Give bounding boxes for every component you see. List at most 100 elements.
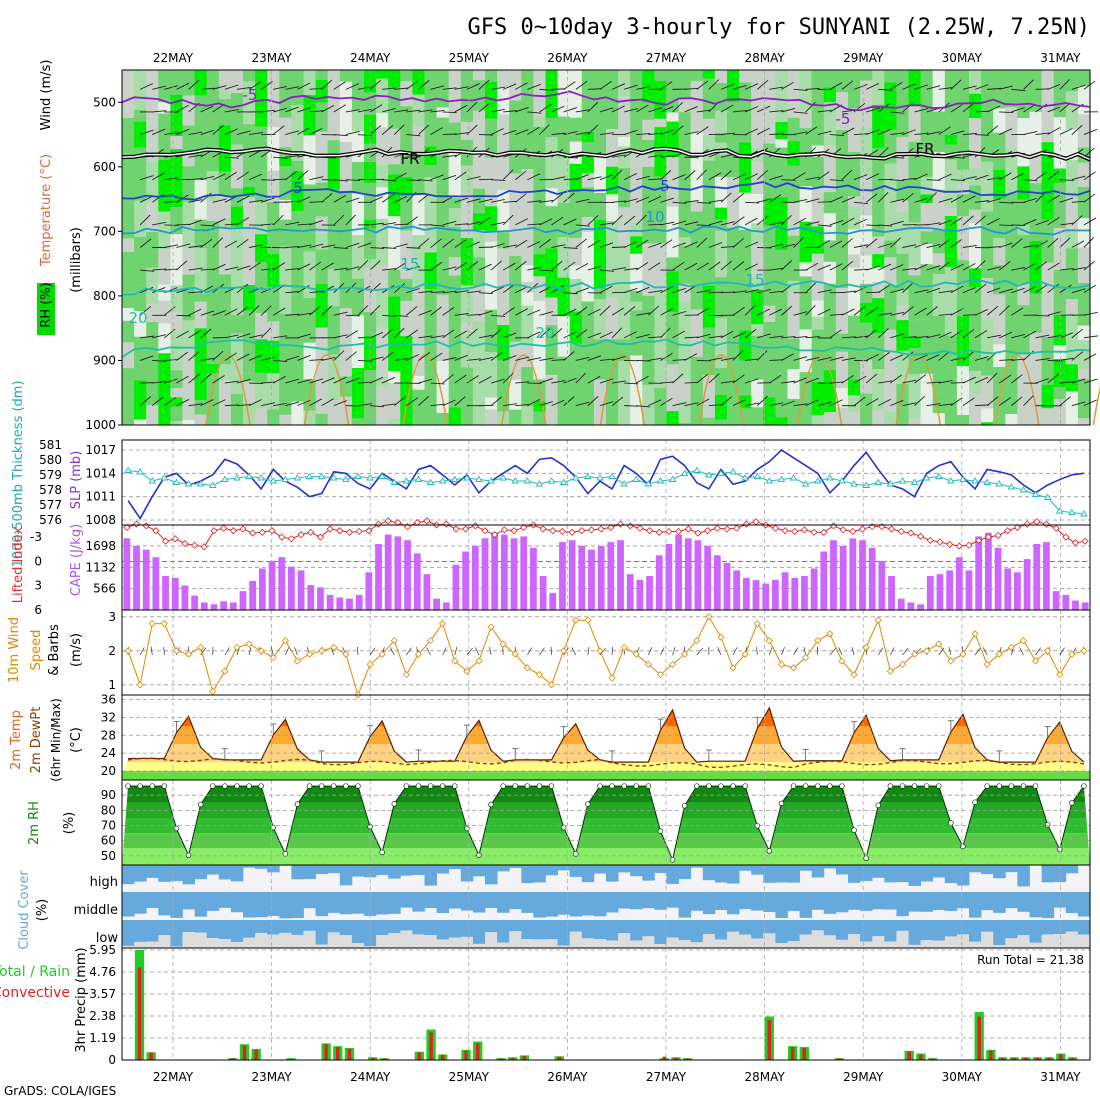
wind-barb	[974, 215, 986, 226]
rh-cell	[981, 319, 994, 358]
rh-cell	[1077, 198, 1091, 219]
cloud-cell	[412, 865, 425, 875]
wind-barb	[200, 310, 215, 316]
wind-barb	[696, 262, 709, 271]
wind-barb	[478, 263, 492, 271]
wind-barb	[926, 192, 937, 203]
rh-cell	[460, 331, 474, 368]
wind-barb	[950, 329, 963, 339]
wind-barb-10m	[781, 647, 785, 656]
wind-speed-point	[814, 637, 822, 645]
cape-bar	[626, 574, 634, 610]
wind-barb	[345, 197, 360, 203]
wind-barb	[587, 176, 602, 181]
rh-cell	[364, 131, 377, 144]
wind-barb	[732, 306, 745, 316]
wind-barb	[817, 224, 832, 227]
rh-cell	[122, 129, 135, 178]
cloud-cell	[267, 920, 280, 935]
li-point	[1013, 523, 1021, 531]
rh-cell	[545, 297, 559, 326]
cloud-cell-low	[702, 934, 716, 948]
rh-point	[452, 783, 458, 789]
cloud-cell-low	[751, 938, 764, 948]
rh-cell	[279, 199, 292, 220]
wind-barb	[660, 106, 674, 113]
rh-cell	[170, 70, 183, 79]
wind-barb	[866, 107, 880, 113]
rh-cell	[884, 226, 897, 241]
rh-point	[391, 801, 398, 807]
wind-barb	[950, 238, 963, 248]
wind-barb	[878, 224, 893, 227]
wind-barb	[393, 283, 406, 294]
temp-band	[122, 762, 1090, 780]
rh-cell	[702, 417, 716, 425]
cloud-cell	[727, 865, 740, 884]
rh-cell	[267, 83, 280, 127]
cloud-cell	[884, 920, 897, 942]
cape-bar	[152, 557, 160, 610]
cape-bar	[384, 534, 392, 610]
cloud-cell	[872, 865, 885, 878]
cloud-cell-low	[618, 933, 631, 948]
wind-barb	[430, 352, 443, 361]
rh-cell	[799, 221, 813, 263]
wind-barb	[914, 336, 929, 339]
rh-cell	[388, 87, 401, 129]
li-point	[297, 531, 305, 539]
wind-speed-point	[439, 620, 447, 628]
rh-cell	[1053, 183, 1067, 195]
wind-barb	[369, 356, 384, 361]
rh-cell	[146, 231, 159, 253]
wind-barb	[745, 402, 759, 407]
wind-speed-point	[995, 650, 1003, 658]
rh-cell	[993, 416, 1006, 425]
cloud-cell-low	[351, 943, 365, 948]
thickness-point	[475, 475, 483, 482]
contour-label: 20	[128, 309, 147, 327]
rh-cell	[581, 70, 595, 83]
cloud-cell	[182, 920, 195, 933]
rh-cell	[424, 146, 438, 166]
rh-cell	[533, 300, 546, 333]
thickness-point	[632, 475, 641, 482]
wind-speed-point	[160, 620, 168, 628]
wind-barb	[1071, 200, 1086, 203]
li-point	[955, 542, 963, 550]
wind-barb	[793, 88, 808, 91]
wind-barb	[369, 260, 381, 271]
wind-barb	[599, 222, 614, 226]
wind-barb	[454, 104, 468, 113]
wind-barb	[587, 375, 601, 384]
wind-barb	[1083, 237, 1095, 248]
y-tick-label: 576	[39, 513, 62, 527]
rh-cell	[860, 70, 873, 81]
rh-cell	[593, 118, 607, 156]
wind-barb	[950, 130, 965, 135]
wind-barb	[599, 378, 614, 384]
li-point	[984, 533, 992, 541]
rh-cell	[811, 316, 825, 330]
wind-barb	[1071, 378, 1086, 384]
rh-cell	[1029, 293, 1043, 320]
rh-cell	[291, 70, 304, 81]
wind-barb	[986, 218, 1000, 226]
cape-bar	[365, 572, 373, 610]
rh-point	[1008, 783, 1015, 789]
wind-barb	[527, 309, 541, 316]
date-label-top: 27MAY	[646, 51, 687, 65]
rh-cell	[376, 218, 389, 266]
thickness-point	[354, 472, 362, 479]
wind-barb	[624, 108, 638, 113]
cloud-cell-low	[956, 934, 970, 948]
cloud-cell	[666, 865, 679, 884]
wind-barb	[333, 400, 347, 407]
rh-cell	[230, 394, 244, 415]
thickness-point	[959, 475, 967, 482]
li-point	[345, 528, 354, 536]
rh-cell	[618, 136, 631, 147]
cloud-cell	[593, 920, 607, 939]
rh-cell	[908, 105, 922, 142]
